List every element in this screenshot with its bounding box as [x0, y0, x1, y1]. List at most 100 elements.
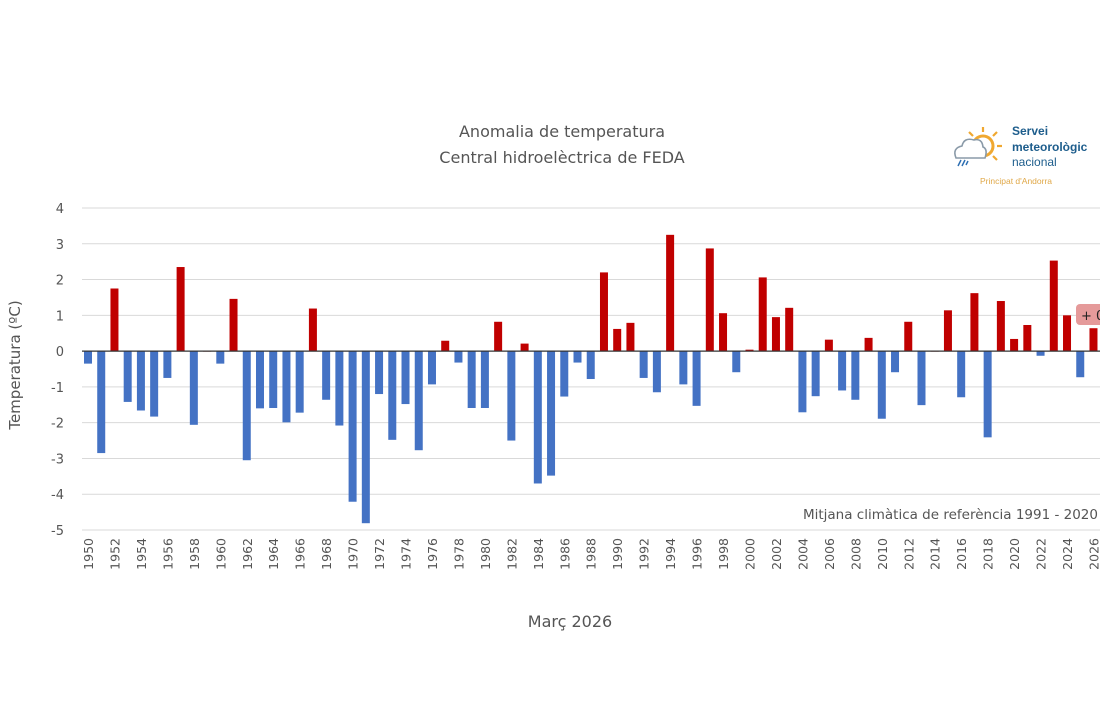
x-tick-label: 1960 — [213, 538, 228, 570]
bar-1987 — [573, 351, 582, 363]
x-tick-label: 2002 — [769, 538, 784, 570]
y-tick-label: 1 — [56, 309, 64, 324]
bar-1960 — [216, 351, 225, 364]
bar-1969 — [335, 351, 344, 426]
x-tick-label: 2018 — [981, 538, 996, 570]
bar-1997 — [705, 248, 714, 352]
bar-1979 — [467, 351, 476, 408]
x-tick-label: 1974 — [399, 538, 414, 570]
bar-2012 — [904, 321, 913, 352]
bar-1972 — [375, 351, 384, 395]
x-tick-label: 1986 — [557, 538, 572, 570]
bar-1952 — [110, 288, 119, 352]
x-tick-label: 1992 — [637, 538, 652, 570]
bar-1975 — [414, 351, 423, 451]
x-tick-label: 1966 — [293, 538, 308, 570]
x-tick-label: 1950 — [81, 538, 96, 570]
bar-1964 — [269, 351, 278, 408]
y-tick-label: 4 — [56, 202, 64, 217]
bar-1981 — [494, 321, 503, 352]
bar-1957 — [176, 267, 185, 352]
x-tick-label: 1968 — [319, 538, 334, 570]
x-tick-label: 2008 — [848, 538, 863, 570]
bar-1973 — [388, 351, 397, 440]
logo-line-1: Servei — [1012, 124, 1048, 138]
y-tick-label: -1 — [51, 381, 64, 396]
bar-1980 — [480, 351, 489, 408]
bar-1995 — [679, 351, 688, 385]
sun-cloud-icon — [954, 127, 1002, 167]
x-tick-label: 2004 — [795, 538, 810, 570]
bar-2001 — [758, 277, 767, 352]
bar-1967 — [308, 308, 317, 352]
logo-line-2: meteorològic — [1012, 140, 1088, 154]
chart-title: Anomalia de temperatura — [459, 122, 665, 141]
x-tick-label: 1954 — [134, 538, 149, 570]
bar-1958 — [189, 351, 198, 425]
bar-1970 — [348, 351, 357, 502]
last-value-text: + 0 — [1081, 309, 1100, 324]
bars — [84, 234, 1098, 524]
bar-2022 — [1036, 351, 1045, 356]
bar-2007 — [838, 351, 847, 391]
bar-2016 — [957, 351, 966, 398]
bar-2004 — [798, 351, 807, 413]
x-tick-label: 1952 — [107, 538, 122, 570]
x-tick-label: 1956 — [160, 538, 175, 570]
bar-2015 — [943, 310, 952, 352]
bar-2021 — [1023, 324, 1032, 352]
bar-1950 — [84, 351, 92, 364]
x-tick-label: 1976 — [425, 538, 440, 570]
bar-1990 — [613, 328, 622, 352]
bar-1977 — [441, 340, 450, 352]
x-tick-label: 1962 — [240, 538, 255, 570]
bar-1982 — [507, 351, 516, 441]
x-tick-label: 1984 — [531, 538, 546, 570]
bar-1955 — [150, 351, 159, 417]
bar-2019 — [996, 301, 1005, 352]
bar-1974 — [401, 351, 410, 405]
x-tick-label: 2006 — [822, 538, 837, 570]
bar-2018 — [983, 351, 992, 438]
y-axis-ticks: 4 3 2 1 0 -1 -2 -3 -4 -5 — [51, 202, 64, 539]
y-tick-label: -4 — [51, 488, 64, 503]
bar-1976 — [427, 351, 436, 385]
bar-2005 — [811, 351, 820, 397]
x-tick-label: 1980 — [478, 538, 493, 570]
x-tick-label: 2010 — [875, 538, 890, 570]
bar-1963 — [255, 351, 264, 409]
x-tick-label: 1964 — [266, 538, 281, 570]
bar-2009 — [864, 337, 873, 352]
bar-2013 — [917, 351, 926, 406]
bar-1999 — [732, 351, 741, 373]
bar-2026 — [1089, 328, 1098, 352]
x-tick-label: 1990 — [610, 538, 625, 570]
bar-1966 — [295, 351, 304, 413]
bar-1961 — [229, 298, 238, 352]
y-axis-label: Temperatura (ºC) — [6, 300, 24, 430]
x-tick-label: 2012 — [901, 538, 916, 570]
bar-2006 — [824, 339, 833, 352]
x-tick-label: 1996 — [690, 538, 705, 570]
x-tick-label: 2014 — [928, 538, 943, 570]
x-tick-label: 2000 — [743, 538, 758, 570]
logo-line-3: nacional — [1012, 155, 1057, 169]
x-tick-label: 2022 — [1034, 538, 1049, 570]
bar-1988 — [586, 351, 595, 380]
bar-2023 — [1049, 260, 1058, 352]
bar-2008 — [851, 351, 860, 400]
bar-1984 — [533, 351, 542, 484]
bar-1968 — [322, 351, 331, 400]
bar-1992 — [639, 351, 648, 378]
y-tick-label: 0 — [56, 345, 64, 360]
bar-1978 — [454, 351, 463, 363]
x-axis-label: Març 2026 — [528, 612, 612, 631]
bar-1993 — [652, 351, 661, 393]
bar-2024 — [1063, 315, 1072, 352]
bar-1986 — [560, 351, 569, 397]
bar-1971 — [361, 351, 370, 524]
logo-line-4: Principat d'Andorra — [980, 176, 1052, 186]
y-tick-label: -3 — [51, 452, 64, 467]
x-tick-label: 1998 — [716, 538, 731, 570]
y-tick-label: 3 — [56, 238, 64, 253]
